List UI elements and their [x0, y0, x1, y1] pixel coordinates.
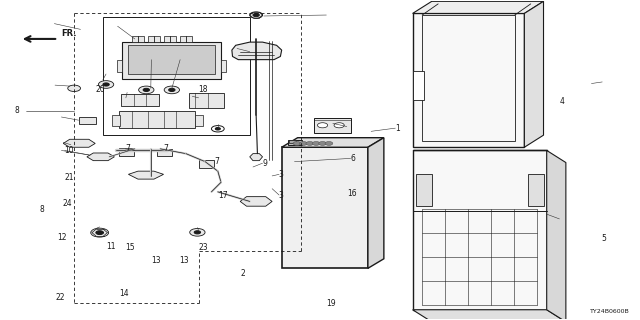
- Bar: [527, 174, 543, 206]
- Polygon shape: [413, 1, 543, 13]
- Bar: [79, 117, 97, 124]
- Bar: [221, 60, 226, 72]
- Text: 1: 1: [396, 124, 400, 132]
- Circle shape: [253, 13, 259, 17]
- Text: 8: 8: [39, 205, 44, 214]
- Text: 4: 4: [559, 97, 564, 106]
- Polygon shape: [413, 310, 566, 320]
- Text: 13: 13: [151, 256, 161, 265]
- Text: 24: 24: [63, 198, 72, 207]
- Bar: [103, 17, 250, 134]
- Text: 21: 21: [65, 173, 74, 182]
- Circle shape: [143, 88, 150, 92]
- Circle shape: [103, 83, 109, 86]
- Circle shape: [317, 123, 328, 128]
- Circle shape: [250, 12, 262, 18]
- Text: 14: 14: [119, 289, 129, 298]
- Bar: [119, 148, 134, 156]
- Bar: [282, 147, 368, 268]
- Circle shape: [189, 228, 205, 236]
- Text: 7: 7: [125, 144, 130, 153]
- Text: 9: 9: [262, 159, 268, 168]
- Bar: [289, 140, 296, 143]
- Polygon shape: [232, 42, 282, 60]
- Text: 7: 7: [214, 157, 220, 166]
- Bar: [132, 36, 145, 42]
- Bar: [148, 36, 161, 42]
- Circle shape: [68, 85, 81, 92]
- Bar: [179, 36, 192, 42]
- Text: 20: 20: [95, 85, 105, 94]
- Polygon shape: [524, 1, 543, 147]
- Polygon shape: [282, 138, 384, 147]
- Polygon shape: [250, 154, 262, 161]
- Circle shape: [319, 141, 326, 145]
- Bar: [122, 42, 221, 79]
- Text: 18: 18: [198, 85, 208, 94]
- Bar: [413, 13, 524, 147]
- Polygon shape: [240, 197, 272, 206]
- Circle shape: [139, 86, 154, 94]
- Circle shape: [293, 141, 301, 145]
- Circle shape: [99, 81, 114, 88]
- Bar: [121, 94, 159, 106]
- Circle shape: [300, 141, 307, 145]
- Text: 8: 8: [15, 106, 19, 115]
- Text: 12: 12: [57, 233, 67, 242]
- Text: 7: 7: [164, 144, 168, 153]
- Text: 13: 13: [179, 256, 189, 265]
- Bar: [164, 36, 176, 42]
- Text: 22: 22: [56, 292, 65, 301]
- Text: 6: 6: [351, 154, 356, 163]
- Polygon shape: [63, 139, 95, 147]
- Bar: [113, 116, 120, 125]
- Circle shape: [286, 161, 296, 166]
- Circle shape: [312, 141, 320, 145]
- Bar: [314, 118, 351, 133]
- Bar: [288, 140, 302, 145]
- Polygon shape: [368, 138, 384, 268]
- Bar: [157, 149, 173, 156]
- Circle shape: [334, 123, 344, 128]
- Text: FR.: FR.: [61, 29, 77, 38]
- Circle shape: [215, 127, 220, 130]
- Text: 2: 2: [240, 268, 245, 278]
- Circle shape: [169, 88, 175, 92]
- Circle shape: [164, 86, 179, 94]
- Text: 3: 3: [278, 190, 284, 200]
- Circle shape: [306, 141, 314, 145]
- Text: TY24B0600B: TY24B0600B: [590, 308, 630, 314]
- Circle shape: [91, 228, 109, 237]
- Bar: [195, 116, 203, 125]
- Bar: [413, 150, 547, 310]
- Polygon shape: [129, 171, 164, 179]
- Text: 15: 15: [125, 243, 135, 252]
- Bar: [198, 160, 214, 168]
- Text: 17: 17: [218, 190, 227, 200]
- Text: 23: 23: [198, 243, 208, 252]
- Circle shape: [289, 162, 293, 164]
- Bar: [416, 174, 432, 206]
- Polygon shape: [87, 153, 115, 161]
- Circle shape: [194, 231, 200, 234]
- Circle shape: [96, 231, 104, 235]
- Bar: [119, 111, 195, 128]
- Circle shape: [325, 141, 333, 145]
- Polygon shape: [547, 150, 566, 320]
- Bar: [422, 15, 515, 141]
- Text: 10: 10: [65, 146, 74, 155]
- Bar: [129, 45, 214, 74]
- Bar: [189, 93, 224, 108]
- Circle shape: [211, 125, 224, 132]
- Text: 3: 3: [278, 170, 284, 179]
- Bar: [117, 60, 122, 72]
- Text: 16: 16: [347, 189, 356, 198]
- Bar: [413, 71, 424, 100]
- Text: 19: 19: [326, 299, 336, 308]
- Text: 11: 11: [106, 242, 116, 251]
- Text: 5: 5: [601, 234, 606, 243]
